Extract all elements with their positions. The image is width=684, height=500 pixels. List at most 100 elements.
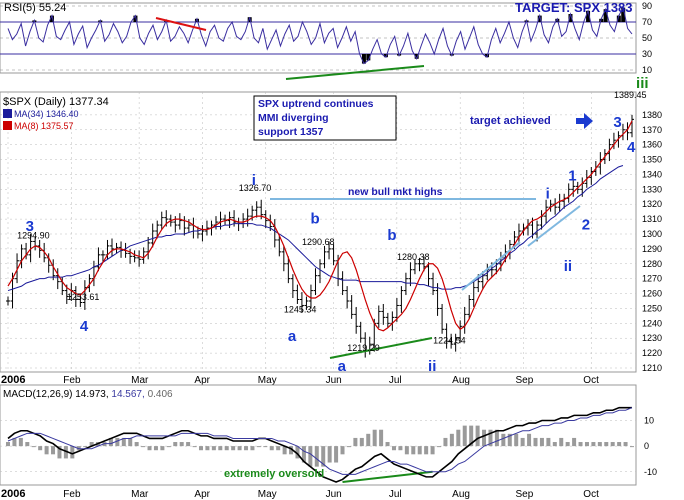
macd-hist-bar — [141, 446, 146, 448]
macd-hist-bar — [501, 433, 506, 447]
macd-hist-bar — [198, 446, 203, 451]
price-tick-label: 1350 — [642, 155, 662, 165]
price-tick-label: 1250 — [642, 303, 662, 313]
macd-hist-bar — [282, 446, 287, 455]
macd-month-label: 2006 — [1, 488, 25, 500]
rsi-oversold-fill — [366, 54, 371, 61]
month-label: Jul — [389, 375, 402, 386]
price-tick-label: 1270 — [642, 274, 662, 284]
month-label: Mar — [131, 375, 149, 386]
macd-hist-bar — [623, 442, 628, 447]
rsi-overbought-fill — [49, 15, 54, 22]
macd-hist-bar — [578, 442, 583, 447]
macd-hist-bar — [604, 442, 609, 447]
macd-hist-bar — [263, 446, 268, 448]
price-tick-label: 1290 — [642, 244, 662, 254]
macd-hist-bar — [57, 446, 62, 459]
price-annotation: 1294.90 — [17, 231, 50, 241]
macd-hist-bar — [160, 446, 165, 451]
macd-hist-bar — [552, 442, 557, 447]
macd-hist-bar — [372, 429, 377, 447]
macd-hist-bar — [153, 446, 158, 451]
macd-hist-bar — [38, 446, 43, 451]
macd-hist-bar — [205, 446, 210, 451]
macd-label-hist: 0.406 — [148, 389, 173, 400]
rsi-overbought-fill — [537, 15, 542, 22]
macd-hist-bar — [346, 446, 351, 448]
macd-hist-bar — [134, 442, 139, 447]
macd-hist-bar — [527, 433, 532, 447]
price-divergence-line — [329, 337, 433, 359]
price-tick-label: 1220 — [642, 348, 662, 358]
macd-hist-bar — [244, 446, 249, 451]
month-label: Aug — [452, 375, 470, 386]
macd-hist-bar — [327, 446, 332, 463]
macd-hist-bar — [44, 446, 49, 455]
macd-hist-bar — [334, 446, 339, 463]
month-label: Oct — [583, 375, 599, 386]
macd-hist-bar — [89, 442, 94, 447]
macd-hist-bar — [301, 446, 306, 463]
macd-label-name: MACD(12,26,9) — [3, 389, 72, 400]
wave-label: i — [546, 185, 550, 202]
macd-hist-bar — [591, 442, 596, 447]
price-tick-label: 1370 — [642, 125, 662, 135]
month-label: Apr — [194, 375, 210, 386]
price-annotation: 1253.61 — [67, 292, 100, 302]
rsi-overbought-fill — [568, 14, 573, 22]
macd-hist-bar — [128, 437, 133, 447]
macd-hist-bar — [308, 446, 313, 467]
wave-label: 4 — [627, 139, 636, 156]
rsi-tick-label: 50 — [642, 33, 652, 43]
price-tick-label: 1310 — [642, 214, 662, 224]
macd-hist-bar — [6, 442, 10, 447]
macd-hist-bar — [147, 446, 152, 451]
commentary-line-3: support 1357 — [258, 126, 324, 138]
rsi-oversold-fill — [361, 54, 366, 64]
macd-hist-bar — [507, 433, 512, 447]
price-tick-label: 1320 — [642, 199, 662, 209]
macd-hist-bar — [456, 429, 461, 447]
price-tick-label: 1230 — [642, 333, 662, 343]
macd-hist-bar — [289, 446, 294, 455]
macd-hist-bar — [443, 437, 448, 447]
macd-hist-bar — [494, 429, 499, 447]
price-annotation: 1326.70 — [239, 183, 272, 193]
macd-hist-bar — [353, 437, 358, 447]
macd-hist-bar — [379, 429, 384, 447]
price-ticks: 1210 1220 1230 1240 1250 1260 1270 1280 1290 1300… — [642, 110, 662, 373]
macd-hist-bar — [321, 446, 326, 467]
wave-label: i — [252, 172, 256, 189]
wave-label: iii — [636, 75, 649, 92]
rsi-overbought-fill — [586, 10, 591, 22]
ma34-legend: MA(34) 1346.40 — [14, 109, 79, 119]
macd-month-label: Jun — [326, 489, 342, 500]
macd-hist-bar — [173, 442, 178, 447]
macd-hist-bar — [340, 446, 345, 455]
macd-hist-bar — [514, 433, 519, 447]
macd-hist-bar — [488, 429, 493, 447]
macd-month-label: Sep — [515, 489, 533, 500]
macd-month-label: Feb — [63, 489, 81, 500]
macd-hist-bar — [231, 446, 236, 451]
macd-hist-bar — [539, 437, 544, 447]
wave-label: 4 — [80, 318, 89, 335]
macd-hist-bar — [391, 446, 396, 451]
macd-hist-bar — [12, 437, 17, 447]
rsi-label: RSI(5) 55.24 — [4, 2, 66, 14]
macd-hist-bar — [449, 433, 454, 447]
rsi-overbought-fill — [133, 15, 138, 22]
rsi-ticks: 10 30 50 70 90 — [642, 1, 652, 75]
macd-month-label: Jul — [389, 489, 402, 500]
macd-hist-bar — [269, 446, 274, 451]
macd-hist-bar — [359, 437, 364, 447]
macd-hist-bar — [179, 442, 184, 447]
price-tick-label: 1340 — [642, 169, 662, 179]
macd-hist-bar — [224, 446, 229, 451]
macd-hist-bar — [520, 437, 525, 447]
macd-hist-bar — [572, 437, 577, 447]
macd-hist-bar — [237, 446, 242, 451]
rsi-divergence-line — [285, 65, 425, 80]
macd-hist-bar — [546, 437, 551, 447]
